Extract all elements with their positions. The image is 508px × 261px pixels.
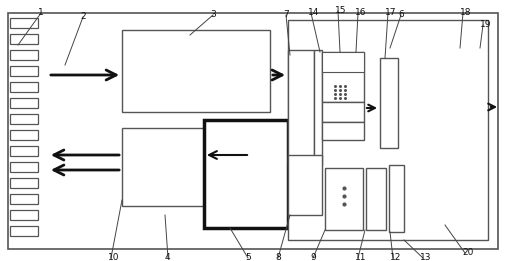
Text: 16: 16 [355,8,366,17]
Bar [10,18,38,28]
Bar [10,98,38,108]
Text: 9: 9 [310,253,316,261]
Bar [322,52,364,72]
Text: 11: 11 [355,253,366,261]
Bar [288,50,314,165]
Bar [10,114,38,124]
Bar [322,102,364,122]
Text: 10: 10 [108,253,119,261]
Bar [322,52,364,102]
Text: 14: 14 [308,8,320,17]
Bar [366,168,386,230]
Text: 12: 12 [390,253,401,261]
Bar [10,34,38,44]
Bar [322,122,364,140]
Text: 7: 7 [283,10,289,19]
Bar [10,66,38,76]
Text: 13: 13 [420,253,431,261]
Bar [10,210,38,220]
Bar [10,194,38,204]
Bar [204,120,288,228]
Bar [122,30,270,112]
Text: 19: 19 [480,20,492,29]
Text: 6: 6 [398,10,404,19]
Text: 5: 5 [245,253,251,261]
Bar [10,146,38,156]
Bar [380,58,398,148]
Bar [10,82,38,92]
Text: 4: 4 [165,253,171,261]
Text: 2: 2 [80,12,86,21]
Bar [314,50,322,165]
Bar [389,165,404,232]
Text: 18: 18 [460,8,471,17]
Text: 8: 8 [275,253,281,261]
Bar [10,50,38,60]
Bar [122,128,204,206]
Bar [10,130,38,140]
Text: 17: 17 [385,8,397,17]
Bar [10,162,38,172]
Bar [325,168,363,230]
Bar [10,226,38,236]
Text: 15: 15 [335,6,346,15]
Text: 20: 20 [462,248,473,257]
Text: 3: 3 [210,10,216,19]
Bar [288,20,488,240]
Bar [288,155,322,215]
Bar [10,178,38,188]
Text: 1: 1 [38,8,44,17]
